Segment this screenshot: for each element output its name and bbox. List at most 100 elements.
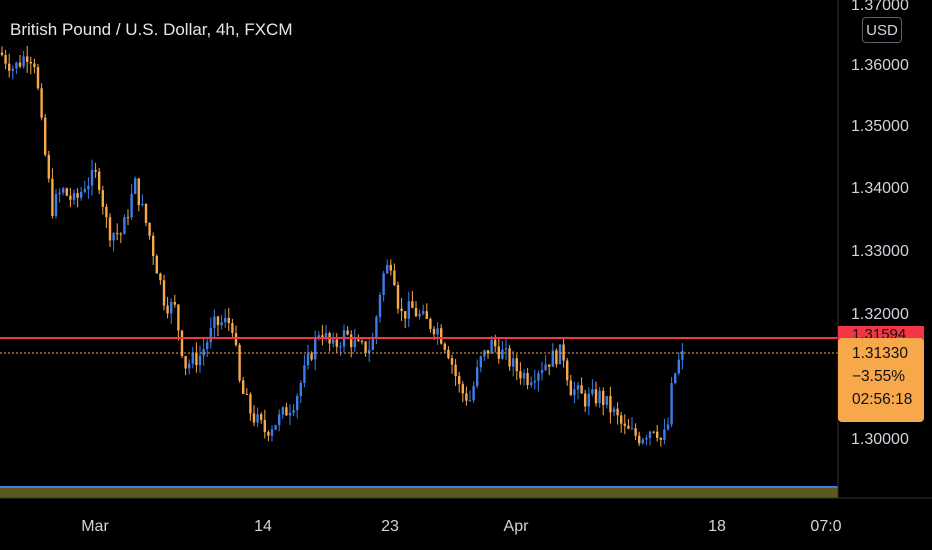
candle-body: [368, 349, 371, 353]
time-axis[interactable]: Mar 14 23 Apr 18 07:0: [81, 518, 841, 535]
candle-body: [36, 67, 40, 89]
candle-body: [602, 390, 605, 405]
candle-body: [504, 348, 508, 350]
candle-body: [465, 393, 468, 401]
candle-body: [130, 193, 133, 218]
candle-body: [292, 410, 295, 413]
x-tick-label: 23: [381, 518, 399, 535]
candles: [0, 45, 684, 447]
volume-band: [0, 486, 838, 498]
candle-body: [177, 304, 180, 331]
candle-body: [630, 428, 634, 430]
candle-body: [674, 373, 677, 384]
candle-body: [303, 365, 306, 383]
candle-body: [58, 192, 61, 195]
candle-body: [407, 301, 410, 319]
candle-body: [447, 349, 450, 359]
candle-body: [260, 414, 263, 420]
candle-body: [80, 191, 83, 198]
x-tick-label: 07:0: [810, 518, 841, 535]
candle-body: [263, 419, 266, 433]
y-tick-label: 1.35000: [851, 118, 909, 135]
candle-body: [40, 88, 43, 118]
candle-body: [22, 56, 25, 67]
candle-body: [0, 52, 4, 56]
candle-body: [274, 425, 277, 430]
candle-body: [8, 63, 11, 71]
candle-body: [508, 348, 511, 367]
candle-body: [609, 396, 612, 413]
candle-body: [98, 171, 101, 191]
volume-band-fill: [0, 487, 838, 498]
candle-body: [62, 188, 65, 193]
candle-body: [440, 328, 443, 344]
y-tick-label: 1.36000: [851, 57, 909, 74]
currency-button[interactable]: USD: [862, 17, 902, 43]
candle-body: [569, 380, 572, 396]
candle-body: [562, 344, 565, 361]
candle-body: [670, 383, 673, 425]
candle-body: [267, 432, 270, 436]
candle-body: [224, 317, 227, 323]
candle-body: [231, 323, 234, 334]
price-axis[interactable]: 1.37000 1.36000 1.35000 1.34000 1.33000 …: [851, 0, 909, 448]
candle-body: [512, 358, 515, 367]
candle-body: [371, 338, 374, 350]
candle-body: [134, 178, 137, 194]
candle-body: [526, 373, 529, 385]
candle-body: [490, 339, 493, 354]
candle-body: [598, 390, 601, 404]
candle-body: [69, 195, 72, 200]
candle-body: [202, 349, 205, 356]
candle-body: [51, 178, 54, 217]
x-tick-label: Apr: [504, 518, 530, 535]
candle-body: [634, 428, 637, 436]
candle-body: [515, 358, 518, 372]
candle-body: [558, 344, 562, 365]
candle-body: [108, 217, 112, 241]
candle-body: [101, 190, 104, 207]
candle-body: [83, 189, 86, 192]
candle-body: [238, 344, 241, 381]
candle-body: [166, 305, 169, 314]
candle-body: [645, 437, 648, 440]
candle-body: [296, 396, 299, 411]
candle-body: [468, 400, 472, 402]
candle-body: [72, 193, 76, 200]
candle-body: [162, 280, 166, 306]
candle-body: [126, 217, 130, 219]
candle-body: [584, 393, 587, 407]
candle-body: [314, 337, 317, 360]
candle-body: [450, 358, 454, 365]
candle-body: [141, 203, 144, 206]
candle-body: [432, 328, 436, 335]
candle-body: [245, 393, 248, 395]
candle-body: [461, 384, 464, 394]
candle-body: [404, 311, 407, 319]
candle-body: [396, 285, 400, 309]
candle-body: [540, 369, 544, 374]
candle-body: [378, 294, 382, 317]
candle-body: [573, 389, 576, 396]
candle-body: [65, 188, 68, 196]
x-tick-label: 18: [708, 518, 726, 535]
candle-body: [652, 431, 655, 433]
candle-body: [422, 311, 425, 314]
candle-body: [638, 435, 641, 444]
candle-body: [591, 389, 594, 394]
candle-body: [576, 385, 580, 390]
candle-body: [270, 429, 274, 436]
candle-body: [623, 423, 626, 426]
candle-body: [522, 373, 526, 379]
candle-body: [173, 302, 176, 305]
candle-body: [360, 341, 364, 343]
candle-body: [234, 333, 238, 345]
candle-body: [627, 425, 630, 429]
candle-body: [324, 333, 328, 339]
candle-body: [594, 389, 598, 404]
candle-body: [681, 351, 684, 360]
candle-body: [310, 353, 313, 360]
candle-body: [191, 352, 194, 364]
candle-body: [288, 412, 292, 416]
